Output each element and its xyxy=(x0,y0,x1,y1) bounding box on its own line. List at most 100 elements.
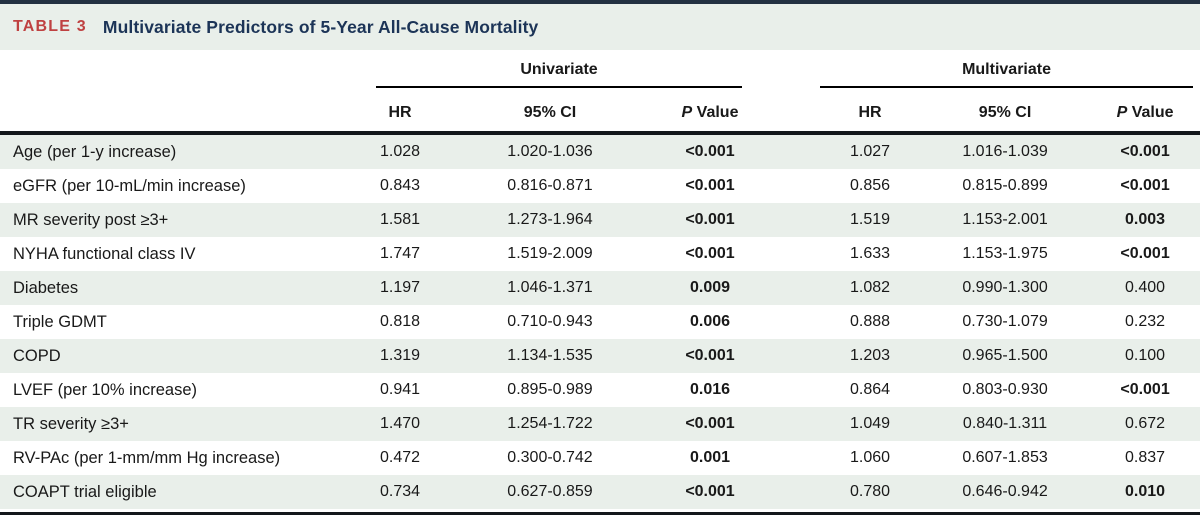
multi-hr-cell: 1.049 xyxy=(850,415,891,432)
uni-ci-cell: 0.627-0.859 xyxy=(507,483,593,500)
gap-cell xyxy=(770,237,820,271)
mortality-predictors-table: Univariate Multivariate HR 95% CI P Valu… xyxy=(0,60,1200,509)
multi-ci-cell: 0.646-0.942 xyxy=(962,483,1048,500)
value-label: Value xyxy=(1131,104,1174,121)
uni-ci-cell: 0.300-0.742 xyxy=(507,449,593,466)
row-label: Age (per 1-y increase) xyxy=(13,142,177,161)
uni-ci-cell: 0.816-0.871 xyxy=(507,177,593,194)
uni-hr-cell: 0.843 xyxy=(379,177,421,194)
uni-hr-cell: 1.319 xyxy=(379,347,421,364)
gap-cell xyxy=(770,271,820,305)
row-label: COPD xyxy=(13,346,61,365)
multi-ci-cell: 1.153-2.001 xyxy=(962,211,1048,228)
table-number-tag: TABLE 3 xyxy=(13,18,87,35)
gap-header-cell xyxy=(770,60,820,88)
uni-ci-cell: 1.273-1.964 xyxy=(507,211,593,228)
gap-cell xyxy=(770,373,820,407)
table-row: MR severity post ≥3+ 1.581 1.273-1.964 <0.0… xyxy=(0,203,1200,237)
uni-ci-cell: 1.046-1.371 xyxy=(507,279,593,296)
uni-p-cell: <0.001 xyxy=(685,211,735,228)
multi-pvalue-header: P Value xyxy=(1090,88,1200,135)
multi-p-cell: <0.001 xyxy=(1120,381,1170,398)
uni-p-cell: <0.001 xyxy=(685,177,735,194)
gap-cell xyxy=(770,305,820,339)
uni-ci-cell: 0.710-0.943 xyxy=(507,313,593,330)
row-label: MR severity post ≥3+ xyxy=(13,210,169,229)
table-row: Triple GDMT 0.818 0.710-0.943 0.006 0.888 0.7… xyxy=(0,305,1200,339)
gap-cell xyxy=(770,203,820,237)
table-bottom-rule xyxy=(0,512,1200,515)
uni-ci-cell: 0.895-0.989 xyxy=(507,381,593,398)
multi-hr-cell: 1.633 xyxy=(850,245,891,262)
multi-hr-cell: 1.519 xyxy=(850,211,891,228)
row-label: RV-PAc (per 1-mm/mm Hg increase) xyxy=(13,448,281,467)
uni-p-cell: 0.001 xyxy=(689,449,731,466)
table-row: Age (per 1-y increase) 1.028 1.020-1.036 <0… xyxy=(0,133,1200,169)
multi-hr-cell: 0.864 xyxy=(850,381,891,398)
multi-p-cell: 0.232 xyxy=(1125,313,1166,330)
p-label: P xyxy=(1116,104,1128,121)
table-row: COPD 1.319 1.134-1.535 <0.001 1.203 0.965-1.5… xyxy=(0,339,1200,373)
gap-cell xyxy=(770,441,820,475)
multi-p-cell: 0.400 xyxy=(1125,279,1166,296)
multi-hr-cell: 0.856 xyxy=(850,177,891,194)
empty-header-cell xyxy=(0,60,350,88)
column-header-row: HR 95% CI P Value HR 95% CI P Value xyxy=(0,88,1200,135)
gap-cell xyxy=(770,475,820,509)
row-label: Triple GDMT xyxy=(13,312,107,331)
multi-ci-cell: 0.730-1.079 xyxy=(962,313,1048,330)
uni-hr-cell: 0.472 xyxy=(379,449,421,466)
multi-p-cell: 0.837 xyxy=(1125,449,1166,466)
multi-ci-cell: 0.965-1.500 xyxy=(962,347,1048,364)
group-header-row: Univariate Multivariate xyxy=(0,60,1200,88)
uni-ci-cell: 1.020-1.036 xyxy=(507,143,593,160)
uni-hr-cell: 0.818 xyxy=(379,313,421,330)
uni-hr-cell: 0.941 xyxy=(379,381,421,398)
multi-p-cell: 0.100 xyxy=(1125,347,1166,364)
gap-cell xyxy=(770,339,820,373)
row-label: NYHA functional class IV xyxy=(13,244,196,263)
uni-hr-cell: 1.581 xyxy=(379,211,421,228)
multi-hr-cell: 1.060 xyxy=(850,449,891,466)
uni-ci-cell: 1.519-2.009 xyxy=(507,245,593,262)
multi-ci-cell: 0.803-0.930 xyxy=(962,381,1048,398)
multi-hr-cell: 0.888 xyxy=(850,313,891,330)
row-label: LVEF (per 10% increase) xyxy=(13,380,198,399)
table-row: eGFR (per 10-mL/min increase) 0.843 0.816-… xyxy=(0,169,1200,203)
uni-hr-cell: 1.197 xyxy=(379,279,421,296)
table-row: RV-PAc (per 1-mm/mm Hg increase) 0.472 0.3… xyxy=(0,441,1200,475)
table-row: LVEF (per 10% increase) 0.941 0.895-0.989 0… xyxy=(0,373,1200,407)
multi-p-cell: 0.003 xyxy=(1125,211,1166,228)
empty-header-cell xyxy=(0,88,350,135)
uni-p-cell: <0.001 xyxy=(685,415,735,432)
gap-cell xyxy=(770,169,820,203)
p-label: P xyxy=(681,104,693,121)
row-label: eGFR (per 10-mL/min increase) xyxy=(13,176,246,195)
multi-hr-cell: 1.027 xyxy=(850,143,891,160)
row-label: Diabetes xyxy=(13,278,79,297)
uni-p-cell: 0.016 xyxy=(689,381,731,398)
uni-pvalue-header: P Value xyxy=(650,88,771,135)
multi-ci-cell: 0.840-1.311 xyxy=(962,415,1048,432)
uni-p-cell: <0.001 xyxy=(685,143,735,160)
gap-header-cell xyxy=(770,88,821,135)
uni-ci-cell: 1.254-1.722 xyxy=(507,415,593,432)
uni-hr-cell: 1.028 xyxy=(379,143,421,160)
uni-p-cell: <0.001 xyxy=(685,245,735,262)
gap-cell xyxy=(770,407,820,441)
table-title: Multivariate Predictors of 5-Year All-Ca… xyxy=(102,16,539,37)
value-label: Value xyxy=(696,104,739,121)
multi-ci-header: 95% CI xyxy=(920,88,1091,135)
uni-hr-cell: 0.734 xyxy=(379,483,421,500)
multi-p-cell: 0.672 xyxy=(1125,415,1166,432)
multi-p-cell: <0.001 xyxy=(1120,143,1170,160)
multi-ci-cell: 1.153-1.975 xyxy=(962,245,1048,262)
univariate-group-header-cell: Univariate xyxy=(350,60,770,88)
uni-hr-cell: 1.470 xyxy=(379,415,421,432)
uni-p-cell: <0.001 xyxy=(685,347,735,364)
multi-ci-cell: 0.990-1.300 xyxy=(962,279,1048,296)
gap-cell xyxy=(770,133,820,169)
uni-hr-header: HR xyxy=(350,88,450,135)
multi-hr-header: HR xyxy=(820,88,921,135)
multi-p-cell: 0.010 xyxy=(1125,483,1166,500)
